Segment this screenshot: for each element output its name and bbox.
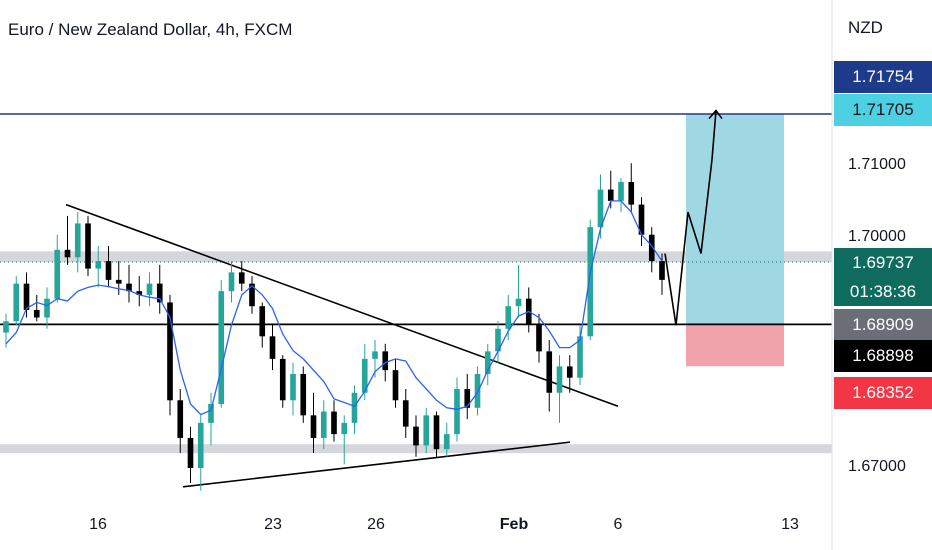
candle-body <box>659 261 665 280</box>
candle-body <box>382 351 389 371</box>
x-tick-label: 16 <box>89 516 107 533</box>
candle-body <box>618 182 624 201</box>
candle-body <box>208 404 214 423</box>
candle-body <box>95 261 102 269</box>
arrow-up-icon <box>708 109 723 120</box>
price-tag-last: 1.69737 <box>834 248 932 278</box>
candle-body <box>505 306 512 329</box>
candle-body <box>167 302 173 401</box>
x-tick-label: 23 <box>264 516 282 533</box>
candle-body <box>310 415 317 438</box>
candle-body <box>115 279 122 284</box>
moving-average-line <box>5 200 663 416</box>
price-tag-resistance-high: 1.71754 <box>834 61 932 93</box>
candle-body <box>351 392 358 423</box>
x-tick-label: 6 <box>613 516 623 533</box>
projection-path <box>664 110 717 326</box>
candle-body <box>187 437 194 468</box>
candle-body <box>259 306 266 337</box>
candle-body <box>33 309 40 318</box>
candle-body <box>372 351 378 359</box>
candle-body <box>331 411 337 435</box>
candle-body <box>105 261 112 280</box>
candle-body <box>341 422 348 435</box>
candle-body <box>474 373 481 408</box>
candle-body <box>269 336 276 359</box>
price-tag-stop-loss: 1.68352 <box>834 377 932 409</box>
candle-body <box>566 366 573 378</box>
currency-label: NZD <box>848 18 883 37</box>
candle-body <box>556 366 563 393</box>
stop-loss-zone <box>686 325 784 367</box>
take-profit-zone <box>686 113 784 326</box>
candle-body <box>392 370 399 401</box>
candle-body <box>126 283 132 292</box>
price-tag-target: 1.71705 <box>834 94 932 126</box>
price-tag-bid: 1.68898 <box>834 340 932 372</box>
candle-body <box>320 411 327 438</box>
candle-body <box>577 336 583 378</box>
y-tick-label: 1.67000 <box>848 458 906 475</box>
candle-body <box>607 189 614 201</box>
candle-body <box>433 415 440 450</box>
candle-body <box>546 351 553 393</box>
chart-title: Euro / New Zealand Dollar, 4h, FXCM <box>8 20 293 39</box>
candle-body <box>628 182 635 205</box>
candle-body <box>64 249 71 258</box>
candle-body <box>44 298 50 318</box>
candle-body <box>156 283 163 303</box>
x-tick-label: Feb <box>499 516 529 533</box>
candle-body <box>249 283 255 307</box>
resistance-band <box>0 251 832 263</box>
candle-body <box>361 358 368 393</box>
candle-body <box>13 283 20 322</box>
y-tick-label: 1.70000 <box>848 228 906 245</box>
candle-body <box>197 422 204 468</box>
ascending-trendline <box>182 441 571 488</box>
candle-body <box>218 291 225 405</box>
candle-body <box>587 227 594 337</box>
y-tick-label: 1.71000 <box>848 156 906 173</box>
candle-body <box>3 321 9 333</box>
candle-body <box>85 223 91 269</box>
candle-body <box>484 351 491 374</box>
candle-body <box>423 415 430 446</box>
x-tick-label: 26 <box>367 516 385 533</box>
descending-trendline <box>65 203 619 408</box>
candle-body <box>464 388 471 408</box>
candle-body <box>454 388 460 435</box>
candle-body <box>177 400 184 438</box>
candle-body <box>443 434 450 450</box>
candle-body <box>402 400 409 427</box>
candle-body <box>495 328 501 352</box>
candle-body <box>300 373 307 416</box>
candle-body <box>536 325 542 352</box>
candle-body <box>279 358 286 401</box>
candle-body <box>136 291 143 295</box>
countdown-timer: 01:38:36 <box>834 278 932 306</box>
candle-body <box>290 373 296 401</box>
candle-body <box>413 426 419 446</box>
candle-body <box>23 283 30 310</box>
candle-body <box>638 204 645 235</box>
candle-body <box>146 283 153 295</box>
candle-body <box>54 249 61 299</box>
candle-body <box>597 189 604 228</box>
candle-body <box>228 272 235 292</box>
candle-body <box>648 234 655 262</box>
price-tag-support: 1.68909 <box>834 309 932 340</box>
candle-body <box>515 298 522 307</box>
x-tick-label: 13 <box>781 516 799 533</box>
candle-body <box>238 272 245 284</box>
candle-body <box>74 223 81 258</box>
